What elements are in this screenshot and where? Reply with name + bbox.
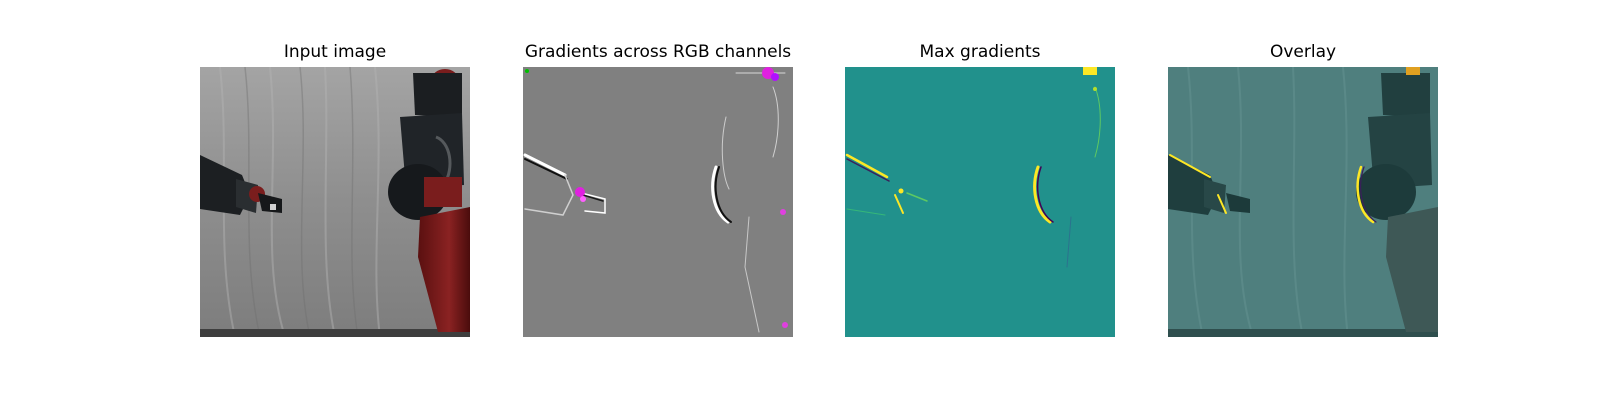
panel-input-image: Input image <box>200 0 470 400</box>
panel-title: Gradients across RGB channels <box>524 42 792 62</box>
panel-overlay: Overlay <box>1168 0 1438 400</box>
panel-title: Overlay <box>1269 42 1337 62</box>
rgb-gradient-image <box>523 67 793 337</box>
rgb-gradient-map <box>523 67 793 337</box>
panel-rgb-gradients: Gradients across RGB channels <box>523 0 793 400</box>
max-gradient-image <box>845 67 1115 337</box>
max-gradient-heatmap <box>845 67 1115 337</box>
panel-title: Max gradients <box>919 42 1041 62</box>
panel-title: Input image <box>283 42 387 62</box>
robot-arm-photo <box>200 67 470 337</box>
overlay-image <box>1168 67 1438 337</box>
heatmap-overlay <box>1168 67 1438 337</box>
input-image <box>200 67 470 337</box>
panel-max-gradients: Max gradients <box>845 0 1115 400</box>
